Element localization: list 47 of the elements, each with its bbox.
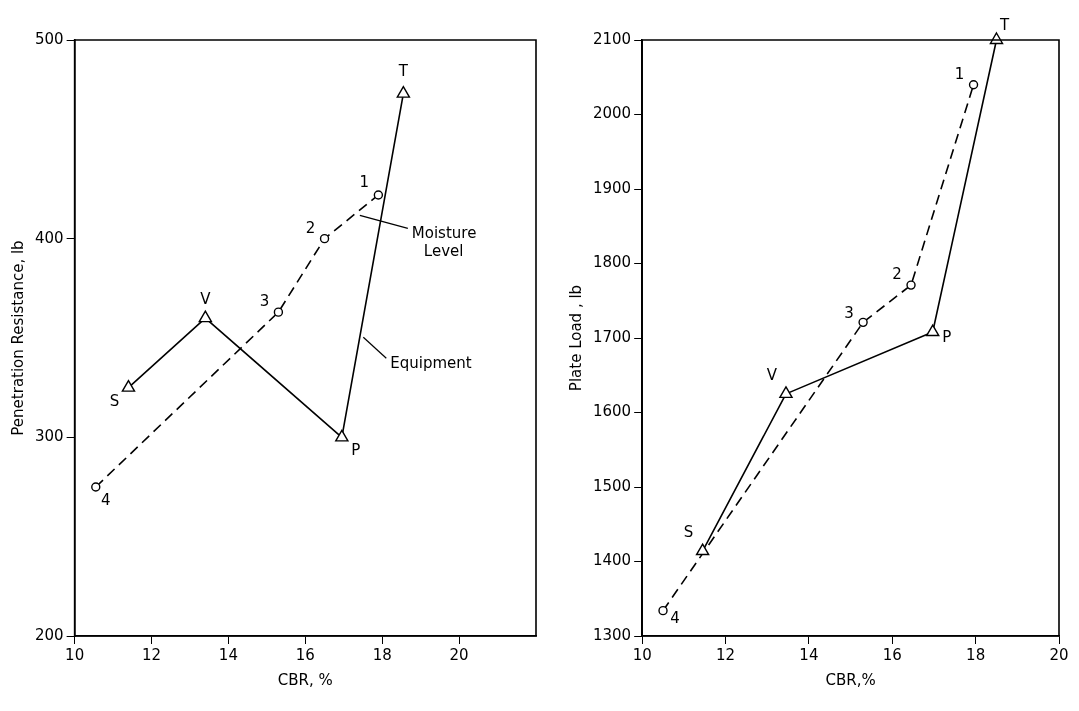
y-axis-title: Penetration Resistance, lb	[8, 240, 27, 436]
annotation: S	[109, 391, 120, 410]
text: Equipment	[390, 354, 472, 373]
x-tick-label: 18	[966, 645, 986, 664]
x-axis-title: CBR, %	[277, 670, 333, 689]
annotation: 1	[954, 64, 965, 83]
annotation: 2	[305, 218, 316, 237]
x-axis-title: CBR,%	[825, 670, 876, 689]
annotation: S	[683, 522, 694, 541]
annotation: P	[351, 441, 361, 460]
annotation: T	[397, 61, 409, 80]
annotation: 3	[259, 292, 270, 311]
annotation: 4	[101, 490, 111, 509]
annotation: V	[200, 290, 212, 309]
y-tick-label: 2000	[592, 104, 632, 123]
annotation: 1	[359, 172, 370, 191]
y-tick-label: 200	[34, 625, 64, 644]
x-tick-label: 18	[372, 645, 392, 664]
x-tick-label: 10	[632, 645, 652, 664]
y-tick-label: 400	[34, 228, 64, 247]
annotation: 3	[844, 304, 854, 323]
annotation: P	[942, 327, 952, 346]
y-tick-label: 1500	[592, 476, 632, 495]
x-tick-label: 12	[715, 645, 736, 664]
y-tick-label: 300	[34, 427, 64, 446]
y-tick-label: 1400	[592, 551, 632, 570]
x-tick-label: 14	[799, 645, 819, 664]
annotation: 2	[892, 265, 902, 283]
y-axis-title: Plate Load , lb	[566, 284, 585, 392]
x-tick-label: 20	[1049, 645, 1069, 664]
annotation: 4	[670, 608, 680, 627]
x-tick-label: 20	[449, 645, 469, 664]
y-tick-label: 500	[34, 29, 64, 48]
y-tick-label: 1800	[592, 253, 632, 272]
x-tick-label: 10	[65, 645, 85, 664]
y-tick-label: 1900	[592, 178, 632, 197]
annotation: T	[998, 15, 1010, 34]
x-tick-label: 14	[218, 645, 238, 664]
annotation: V	[766, 365, 778, 384]
y-tick-label: 1600	[592, 402, 632, 421]
x-tick-label: 12	[141, 645, 162, 664]
y-tick-label: 1700	[592, 327, 632, 346]
y-tick-label: 2100	[592, 29, 632, 48]
x-tick-label: 16	[295, 645, 315, 664]
x-tick-label: 16	[882, 645, 902, 664]
y-tick-label: 1300	[592, 625, 632, 644]
text: Moisture Level	[411, 224, 477, 261]
